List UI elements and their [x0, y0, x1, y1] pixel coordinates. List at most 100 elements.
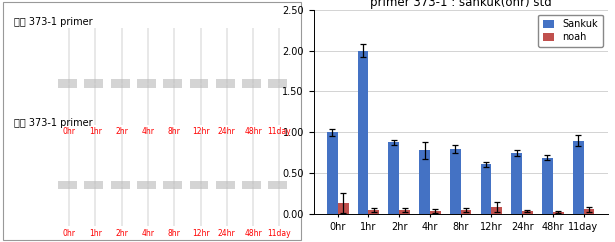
Bar — [19, 65, 49, 69]
Bar — [189, 181, 208, 189]
Text: 12hr: 12hr — [192, 127, 209, 136]
Bar — [216, 181, 235, 189]
Bar — [163, 181, 182, 189]
Bar — [163, 83, 182, 85]
Bar — [358, 51, 368, 214]
Bar — [21, 86, 47, 89]
Bar — [58, 79, 77, 88]
Text: 산국 373-1 primer: 산국 373-1 primer — [14, 17, 92, 27]
Text: 0hr: 0hr — [63, 127, 76, 136]
Bar — [430, 211, 441, 214]
Bar — [137, 83, 156, 85]
Bar — [111, 181, 130, 189]
Bar — [21, 65, 47, 68]
Bar — [19, 52, 49, 56]
Bar — [268, 83, 287, 85]
Bar — [21, 81, 47, 84]
Bar — [111, 184, 130, 187]
Bar — [19, 160, 49, 165]
Bar — [21, 173, 47, 176]
Bar — [21, 192, 47, 194]
Bar — [137, 181, 156, 189]
Bar — [84, 83, 103, 85]
Text: 12hr: 12hr — [192, 229, 209, 238]
Bar — [19, 199, 49, 202]
Bar — [163, 184, 182, 187]
Bar — [542, 158, 553, 214]
Bar — [19, 102, 49, 105]
Bar — [19, 45, 49, 49]
Bar — [84, 184, 103, 187]
Bar — [584, 209, 594, 214]
Bar — [189, 83, 208, 85]
Bar — [461, 210, 471, 214]
Bar — [389, 142, 399, 214]
Bar — [21, 200, 47, 202]
Bar — [242, 83, 261, 85]
Bar — [242, 181, 261, 189]
Bar — [21, 90, 47, 93]
Bar — [111, 83, 130, 85]
Bar — [58, 181, 77, 189]
Bar — [189, 79, 208, 88]
Bar — [399, 210, 410, 214]
Title: primer 373-1 : sankuk(ohr) std: primer 373-1 : sankuk(ohr) std — [370, 0, 552, 8]
Bar — [137, 79, 156, 88]
Bar — [268, 181, 287, 189]
Bar — [327, 132, 338, 214]
Bar — [450, 149, 461, 214]
Text: 4hr: 4hr — [141, 229, 154, 238]
Text: 48hr: 48hr — [244, 127, 262, 136]
Text: 2hr: 2hr — [115, 229, 128, 238]
Bar — [21, 98, 47, 100]
Bar — [21, 76, 47, 79]
Bar — [19, 182, 49, 186]
Bar — [553, 212, 563, 214]
Bar — [21, 102, 47, 104]
Bar — [21, 161, 47, 164]
Bar — [163, 79, 182, 88]
Bar — [21, 59, 47, 63]
Bar — [19, 203, 49, 206]
Bar — [21, 146, 47, 151]
Bar — [21, 32, 47, 42]
Text: 2hr: 2hr — [115, 127, 128, 136]
Bar — [216, 184, 235, 187]
Bar — [19, 177, 49, 181]
Bar — [19, 81, 49, 84]
Bar — [242, 184, 261, 187]
Bar — [16, 133, 52, 144]
Bar — [19, 90, 49, 93]
Bar — [111, 79, 130, 88]
Bar — [58, 184, 77, 187]
Bar — [189, 184, 208, 187]
Bar — [21, 94, 47, 97]
Bar — [216, 79, 235, 88]
Bar — [19, 59, 49, 63]
Bar — [21, 71, 47, 74]
Legend: Sankuk, noah: Sankuk, noah — [538, 15, 603, 47]
Bar — [19, 146, 49, 151]
Bar — [21, 154, 47, 158]
Text: 11day: 11day — [268, 229, 292, 238]
Bar — [268, 184, 287, 187]
Bar — [419, 150, 430, 214]
Text: 0hr: 0hr — [63, 229, 76, 238]
Bar — [18, 133, 50, 144]
Bar — [21, 178, 47, 181]
Bar — [480, 164, 491, 214]
Text: 4hr: 4hr — [141, 127, 154, 136]
Bar — [268, 79, 287, 88]
Bar — [511, 153, 522, 214]
Bar — [19, 173, 49, 176]
Bar — [19, 76, 49, 79]
Bar — [19, 153, 49, 158]
Bar — [21, 52, 47, 56]
Bar — [19, 187, 49, 191]
Text: 노아 373-1 primer: 노아 373-1 primer — [14, 118, 92, 128]
Bar — [19, 166, 49, 170]
Bar — [19, 71, 49, 75]
Bar — [21, 183, 47, 186]
Bar — [19, 195, 49, 198]
Bar — [19, 94, 49, 97]
